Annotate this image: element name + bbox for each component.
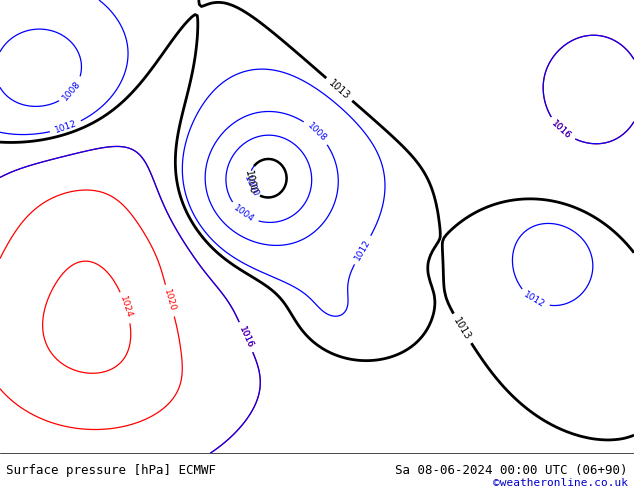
Text: 1012: 1012 (353, 238, 372, 262)
Text: ©weatheronline.co.uk: ©weatheronline.co.uk (493, 478, 628, 488)
Text: 1000: 1000 (243, 169, 257, 195)
Text: 1000: 1000 (242, 174, 261, 199)
Text: 1016: 1016 (237, 325, 255, 349)
Text: 1016: 1016 (237, 325, 255, 349)
Text: Sa 08-06-2024 00:00 UTC (06+90): Sa 08-06-2024 00:00 UTC (06+90) (395, 464, 628, 477)
Text: 1016: 1016 (550, 119, 573, 141)
Text: 1016: 1016 (550, 119, 573, 141)
Text: 1012: 1012 (522, 290, 547, 310)
Text: 1013: 1013 (451, 316, 473, 342)
Text: 1004: 1004 (232, 203, 256, 224)
Text: 1013: 1013 (327, 77, 352, 101)
Text: 1008: 1008 (306, 121, 328, 144)
Text: Surface pressure [hPa] ECMWF: Surface pressure [hPa] ECMWF (6, 464, 216, 477)
Text: 1020: 1020 (162, 289, 178, 313)
Text: 1012: 1012 (53, 119, 78, 135)
Text: 1008: 1008 (61, 79, 83, 102)
Text: 1024: 1024 (119, 295, 134, 319)
